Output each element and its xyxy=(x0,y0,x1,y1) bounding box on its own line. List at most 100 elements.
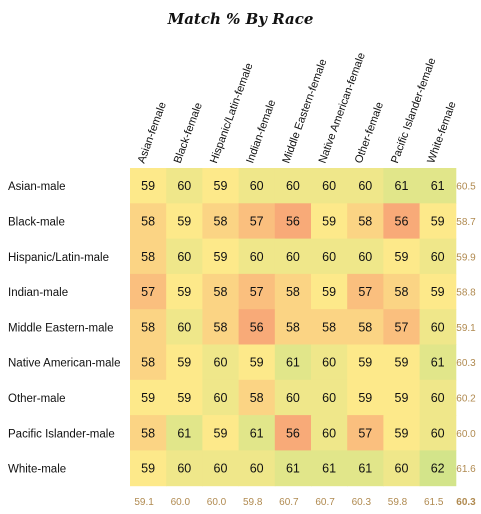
heatmap-cell xyxy=(311,415,348,451)
row-label: Middle Eastern-male xyxy=(8,322,113,334)
row-average-label: 58.7 xyxy=(456,217,476,228)
heatmap-cell xyxy=(419,379,457,416)
row-label: Native American-male xyxy=(8,358,120,370)
row-label: Other-male xyxy=(8,393,66,405)
heatmap-cell xyxy=(130,379,167,416)
cell-value-label: 60 xyxy=(322,179,336,193)
row-label: Pacific Islander-male xyxy=(8,428,115,440)
heatmap-cell xyxy=(238,168,276,204)
heatmap-cell xyxy=(419,415,457,451)
heatmap-cell xyxy=(347,168,384,204)
column-label: Asian-female xyxy=(136,101,169,165)
cell-value-label: 59 xyxy=(177,391,191,405)
heatmap-cell xyxy=(166,309,203,345)
cell-value-label: 58 xyxy=(141,214,155,228)
cell-value-label: 58 xyxy=(286,285,300,299)
heatmap-cell xyxy=(383,344,421,381)
cell-value-label: 60 xyxy=(214,356,228,370)
cell-value-label: 59 xyxy=(214,250,228,264)
heatmap-cell xyxy=(202,309,240,345)
heatmap-cell xyxy=(166,273,203,310)
heatmap-cell xyxy=(311,238,348,275)
heatmap-cell xyxy=(202,238,240,275)
heatmap-cell xyxy=(130,415,167,451)
cell-value-label: 58 xyxy=(141,250,155,264)
cell-value-label: 56 xyxy=(286,214,300,228)
cell-value-label: 59 xyxy=(177,285,191,299)
column-label: Other-female xyxy=(353,101,386,165)
cell-value-label: 59 xyxy=(431,214,445,228)
heatmap-cell xyxy=(347,203,384,240)
chart-title: Match % By Race xyxy=(167,10,314,28)
heatmap-cell xyxy=(274,203,312,240)
row-average-label: 60.0 xyxy=(456,429,476,440)
cell-value-label: 60 xyxy=(431,391,445,405)
heatmap-cell xyxy=(130,273,167,310)
column-average-label: 59.8 xyxy=(388,497,408,508)
column-label: Black-female xyxy=(172,101,205,165)
heatmap-cell xyxy=(166,450,203,487)
cell-value-label: 60 xyxy=(286,179,300,193)
cell-value-label: 60 xyxy=(322,391,336,405)
cell-value-label: 58 xyxy=(214,214,228,228)
heatmap-cell xyxy=(202,344,240,381)
column-average-label: 60.0 xyxy=(171,497,191,508)
heatmap-cell xyxy=(274,450,312,487)
heatmap-cell xyxy=(383,379,421,416)
row-average-label: 59.9 xyxy=(456,252,476,263)
heatmap-cell xyxy=(274,415,312,451)
cell-value-label: 60 xyxy=(395,462,409,476)
cell-value-label: 57 xyxy=(395,320,409,334)
cell-value-label: 60 xyxy=(177,320,191,334)
row-label: White-male xyxy=(8,464,66,476)
cell-value-label: 56 xyxy=(395,214,409,228)
heatmap-cell xyxy=(274,344,312,381)
cell-value-label: 61 xyxy=(358,462,372,476)
cell-value-label: 59 xyxy=(214,179,228,193)
cell-value-label: 61 xyxy=(431,179,445,193)
cell-value-label: 58 xyxy=(141,320,155,334)
cell-value-label: 58 xyxy=(214,285,228,299)
row-average-label: 60.5 xyxy=(456,182,476,193)
cell-value-label: 59 xyxy=(395,391,409,405)
cell-value-label: 59 xyxy=(141,462,155,476)
heatmap-cell xyxy=(419,203,457,240)
cell-value-label: 60 xyxy=(322,250,336,264)
heatmap-cell xyxy=(274,309,312,345)
cell-value-label: 60 xyxy=(177,179,191,193)
heatmap-cell xyxy=(311,450,348,487)
heatmap-cell xyxy=(419,273,457,310)
heatmap-cell xyxy=(347,309,384,345)
heatmap-cell xyxy=(383,309,421,345)
cell-value-label: 59 xyxy=(395,356,409,370)
cell-value-label: 59 xyxy=(141,179,155,193)
row-average-label: 60.3 xyxy=(456,358,476,369)
heatmap-cell xyxy=(238,379,276,416)
heatmap-cell xyxy=(130,344,167,381)
cell-value-label: 61 xyxy=(395,179,409,193)
cell-value-label: 62 xyxy=(431,462,445,476)
heatmap-cell xyxy=(130,309,167,345)
cell-value-label: 58 xyxy=(250,391,264,405)
heatmap-cell xyxy=(347,415,384,451)
cell-value-label: 61 xyxy=(177,426,191,440)
cell-value-label: 58 xyxy=(141,426,155,440)
cell-value-label: 58 xyxy=(214,320,228,334)
row-average-label: 58.8 xyxy=(456,288,476,299)
heatmap-cell xyxy=(238,450,276,487)
heatmap-cell xyxy=(166,203,203,240)
heatmap-cell xyxy=(202,168,240,204)
heatmap-cell xyxy=(202,415,240,451)
cell-value-label: 59 xyxy=(141,391,155,405)
row-label: Hispanic/Latin-male xyxy=(8,252,109,264)
cell-value-label: 60 xyxy=(358,250,372,264)
cell-value-label: 60 xyxy=(250,462,264,476)
heatmap-cell xyxy=(383,415,421,451)
heatmap-cell xyxy=(347,238,384,275)
cell-value-label: 58 xyxy=(395,285,409,299)
heatmap-cell xyxy=(274,379,312,416)
cell-value-label: 59 xyxy=(358,356,372,370)
cell-value-label: 58 xyxy=(286,320,300,334)
cell-value-label: 60 xyxy=(431,250,445,264)
